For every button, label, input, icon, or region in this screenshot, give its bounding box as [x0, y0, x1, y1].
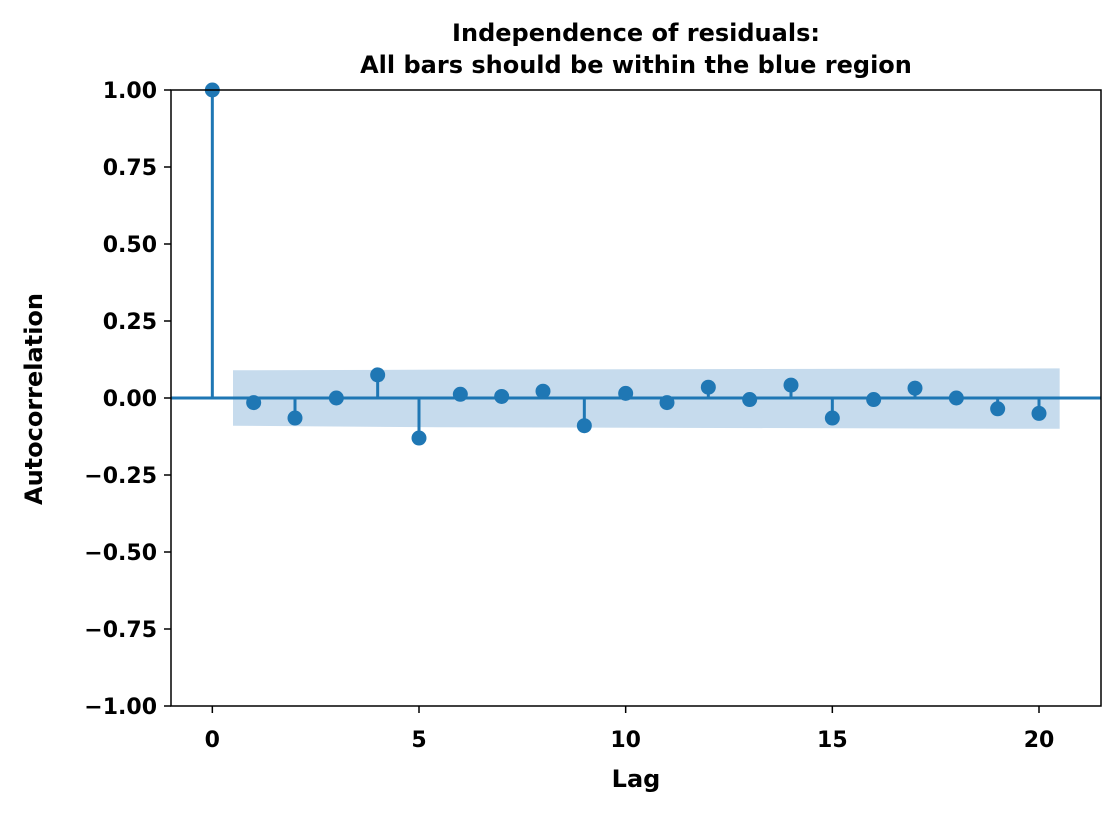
- marker-lag-9: [576, 418, 592, 434]
- y-tick-label: −0.25: [84, 464, 157, 489]
- chart-title: Independence of residuals:: [452, 19, 820, 47]
- y-tick-label: 0.25: [103, 310, 157, 335]
- marker-lag-11: [659, 395, 675, 411]
- marker-lag-7: [494, 388, 510, 404]
- x-axis-label: Lag: [612, 765, 661, 793]
- marker-lag-6: [452, 386, 468, 402]
- x-tick-label: 10: [610, 728, 641, 753]
- x-tick-label: 15: [817, 728, 848, 753]
- y-tick-label: 0.50: [103, 233, 157, 258]
- y-tick-label: −1.00: [84, 695, 157, 720]
- x-tick-label: 5: [411, 728, 426, 753]
- marker-lag-3: [328, 390, 344, 406]
- marker-lag-18: [948, 390, 964, 406]
- marker-lag-20: [1031, 405, 1047, 421]
- x-tick-label: 0: [205, 728, 220, 753]
- marker-lag-13: [742, 392, 758, 408]
- marker-lag-4: [370, 367, 386, 383]
- y-tick-label: −0.75: [84, 618, 157, 643]
- y-tick-label: 0.75: [103, 156, 157, 181]
- x-tick-label: 20: [1024, 728, 1055, 753]
- marker-lag-14: [783, 377, 799, 393]
- chart-subtitle: All bars should be within the blue regio…: [360, 51, 912, 79]
- y-tick-label: −0.50: [84, 541, 157, 566]
- marker-lag-2: [287, 410, 303, 426]
- y-axis-label: Autocorrelation: [20, 293, 48, 505]
- y-tick-label: 0.00: [103, 387, 157, 412]
- marker-lag-8: [535, 383, 551, 399]
- marker-lag-19: [990, 401, 1006, 417]
- marker-lag-10: [618, 385, 634, 401]
- marker-lag-17: [907, 380, 923, 396]
- marker-lag-12: [700, 379, 716, 395]
- plot-area: 1.00 0.75 0.50 0.25 0.00 −0.25 −0.50 −0.75 −1.00…: [84, 79, 1102, 753]
- marker-lag-5: [411, 430, 427, 446]
- marker-lag-16: [866, 392, 882, 408]
- marker-lag-15: [824, 410, 840, 426]
- y-tick-label: 1.00: [103, 79, 157, 104]
- marker-lag-1: [246, 395, 262, 411]
